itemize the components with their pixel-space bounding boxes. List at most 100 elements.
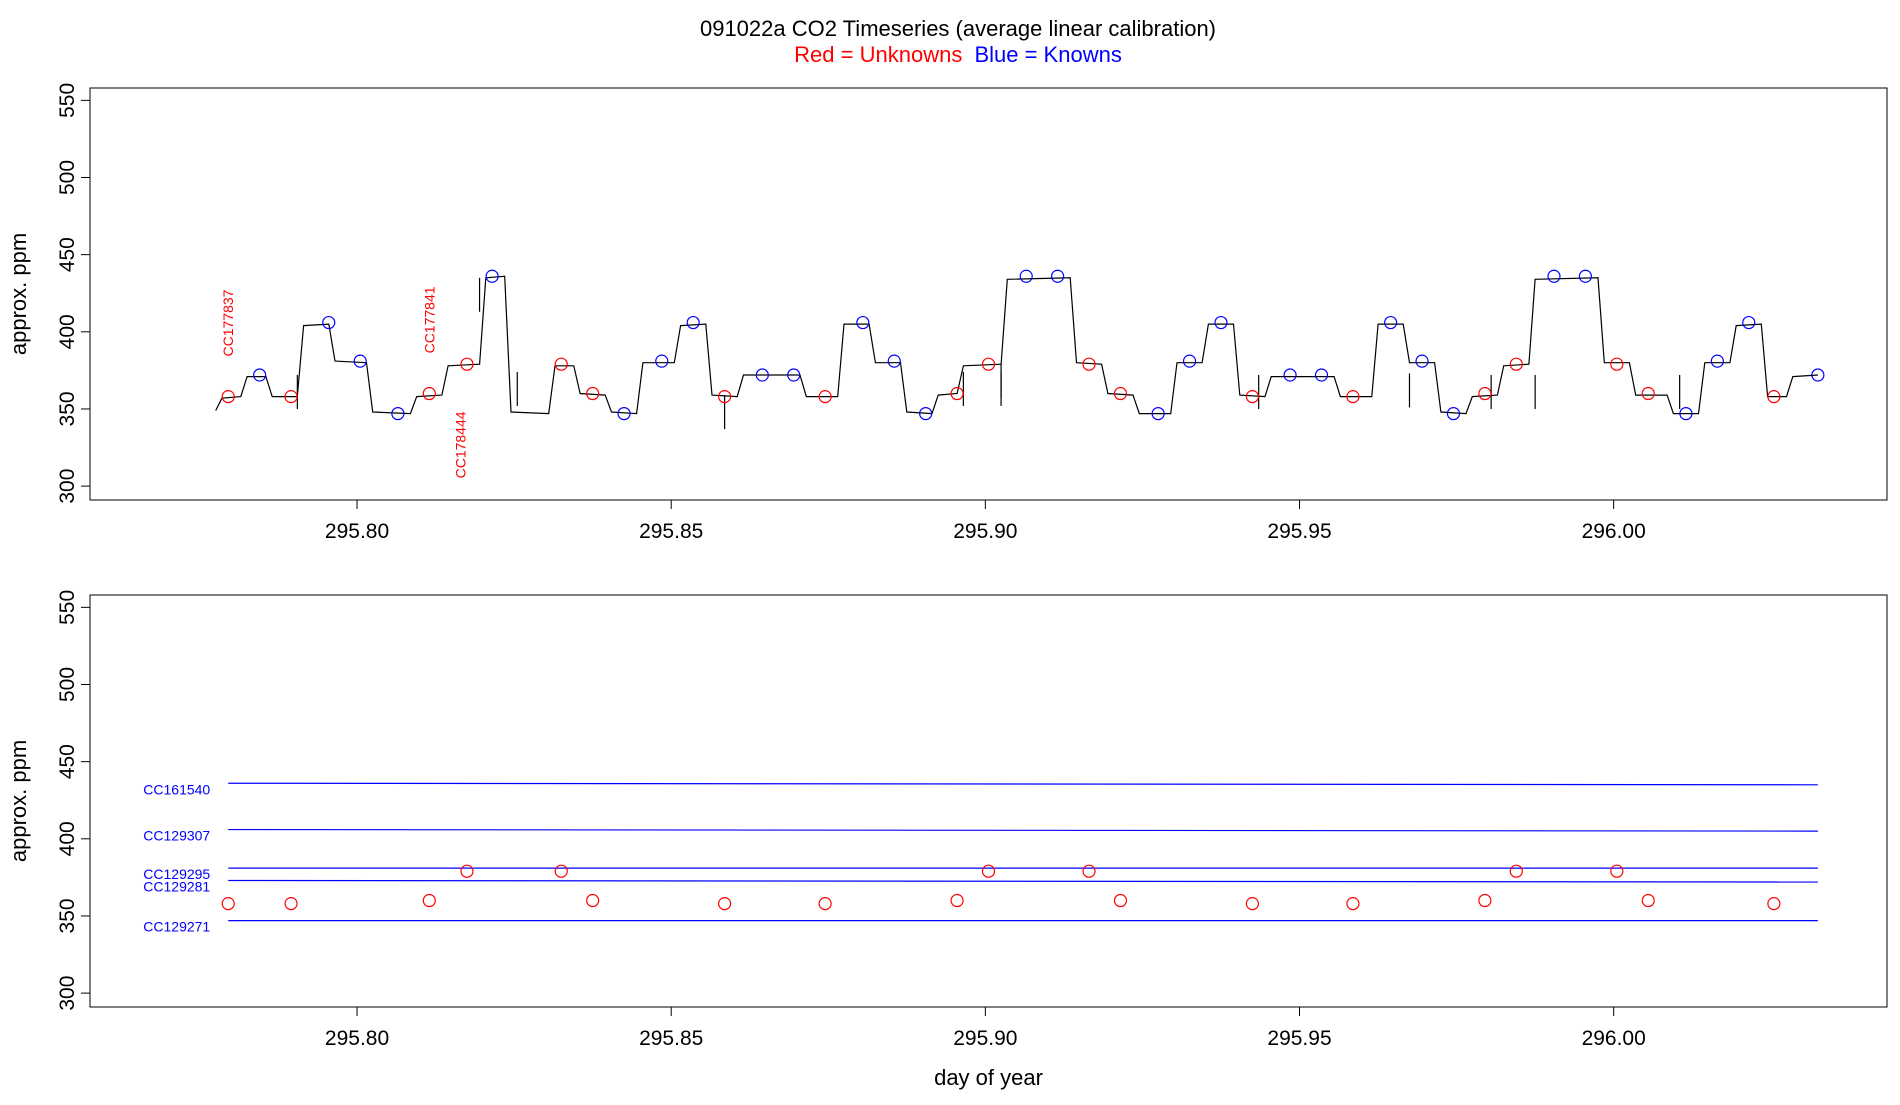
unknown-point <box>1767 390 1781 404</box>
y-axis-label: approx. ppm <box>6 233 31 355</box>
standard-label: CC129295 <box>143 866 210 882</box>
known-point <box>1679 406 1693 421</box>
standard-label: CC129307 <box>143 828 210 844</box>
y-tick-label: 550 <box>56 590 79 625</box>
known-point <box>485 269 499 283</box>
unknown-point <box>950 386 964 401</box>
unknown-point <box>221 897 235 911</box>
known-point <box>856 315 870 330</box>
known-point <box>353 354 367 368</box>
known-point <box>655 354 669 368</box>
unknown-point <box>818 390 832 404</box>
unknown-point <box>1641 386 1655 401</box>
x-tick-label: 296.00 <box>1582 1027 1646 1050</box>
known-point <box>322 315 336 330</box>
x-tick-label: 295.95 <box>1267 520 1331 543</box>
known-point <box>1283 368 1297 382</box>
y-tick-label: 500 <box>56 160 79 195</box>
legend-red-label: Red = Unknowns <box>794 42 962 67</box>
unknown-point <box>1610 357 1624 371</box>
y-tick-label: 450 <box>56 744 79 779</box>
known-point <box>617 406 631 421</box>
y-tick-label: 550 <box>56 83 79 118</box>
y-tick-label: 400 <box>56 314 79 349</box>
unknown-point <box>422 893 436 908</box>
unknown-point <box>950 893 964 908</box>
unknown-point <box>1113 893 1128 908</box>
y-axis-label: approx. ppm <box>6 740 31 862</box>
known-point <box>919 406 933 421</box>
unknown-point <box>718 897 732 911</box>
known-point <box>1384 315 1398 330</box>
unknown-point <box>554 864 568 878</box>
x-axis-label: day of year <box>934 1065 1043 1090</box>
unknown-point <box>586 893 600 908</box>
unknown-point <box>284 897 298 911</box>
legend-blue-label: Blue = Knowns <box>974 42 1121 67</box>
known-point <box>686 315 700 330</box>
unknown-point <box>1082 357 1096 371</box>
known-point <box>1182 354 1197 368</box>
unknown-point <box>460 864 474 878</box>
y-tick-label: 300 <box>56 976 79 1011</box>
y-tick-label: 500 <box>56 667 79 702</box>
unknown-point <box>221 390 235 404</box>
known-point <box>1578 269 1593 283</box>
known-point <box>755 368 769 382</box>
plot-frame <box>89 594 1888 1008</box>
unknown-point <box>422 386 436 401</box>
sample-annotation: CC177837 <box>220 289 236 356</box>
chart-title: 091022a CO2 Timeseries (average linear c… <box>700 16 1216 41</box>
known-point <box>1547 269 1561 283</box>
unknown-point <box>981 357 996 371</box>
unknown-point <box>1610 864 1624 878</box>
unknown-point <box>1346 897 1360 911</box>
unknown-point <box>981 864 996 878</box>
known-point <box>1214 315 1228 330</box>
chart-legend-subtitle: Red = Unknowns Blue = Knowns <box>794 42 1122 67</box>
x-tick-label: 295.80 <box>325 520 389 543</box>
co2-trace-line <box>215 275 1818 415</box>
known-point <box>253 368 267 382</box>
known-point <box>887 354 901 368</box>
unknown-point <box>1509 864 1523 878</box>
unknown-point <box>718 390 732 404</box>
sample-annotation: CC178444 <box>453 411 469 478</box>
sample-annotation: CC177841 <box>421 286 437 353</box>
unknown-point <box>1478 386 1492 401</box>
unknown-point <box>1346 390 1360 404</box>
known-point <box>1019 269 1033 283</box>
known-point <box>391 406 405 421</box>
y-tick-label: 300 <box>56 469 79 504</box>
known-point <box>1742 315 1756 330</box>
unknown-point <box>1245 897 1259 911</box>
standard-line <box>228 782 1818 786</box>
unknown-point <box>818 897 832 911</box>
x-tick-label: 295.85 <box>639 520 703 543</box>
unknown-point <box>586 386 600 401</box>
unknown-point <box>1767 897 1781 911</box>
y-tick-label: 350 <box>56 391 79 426</box>
chart-panel-top: 295.80 295.85 295.90 295.95 296.00 300 350 400 4… <box>6 83 1888 543</box>
known-point <box>1710 354 1724 368</box>
standard-line <box>228 879 1818 883</box>
unknown-point <box>1478 893 1492 908</box>
known-point <box>1051 269 1065 283</box>
x-tick-label: 295.85 <box>639 1027 703 1050</box>
x-tick-label: 295.90 <box>953 1027 1017 1050</box>
chart-panel-bottom: 295.80 295.85 295.90 295.95 296.00 300 350 400 4… <box>6 590 1888 1090</box>
standard-line <box>228 828 1818 832</box>
unknown-point <box>1509 357 1523 371</box>
unknown-point <box>554 357 568 371</box>
unknown-point <box>1113 386 1128 401</box>
plot-frame <box>89 87 1888 501</box>
x-tick-label: 296.00 <box>1582 520 1646 543</box>
x-tick-label: 295.80 <box>325 1027 389 1050</box>
standard-label: CC129281 <box>143 878 210 894</box>
unknown-point <box>1245 390 1259 404</box>
standard-label: CC161540 <box>143 781 210 797</box>
unknown-point <box>284 390 298 404</box>
known-point <box>787 368 801 382</box>
